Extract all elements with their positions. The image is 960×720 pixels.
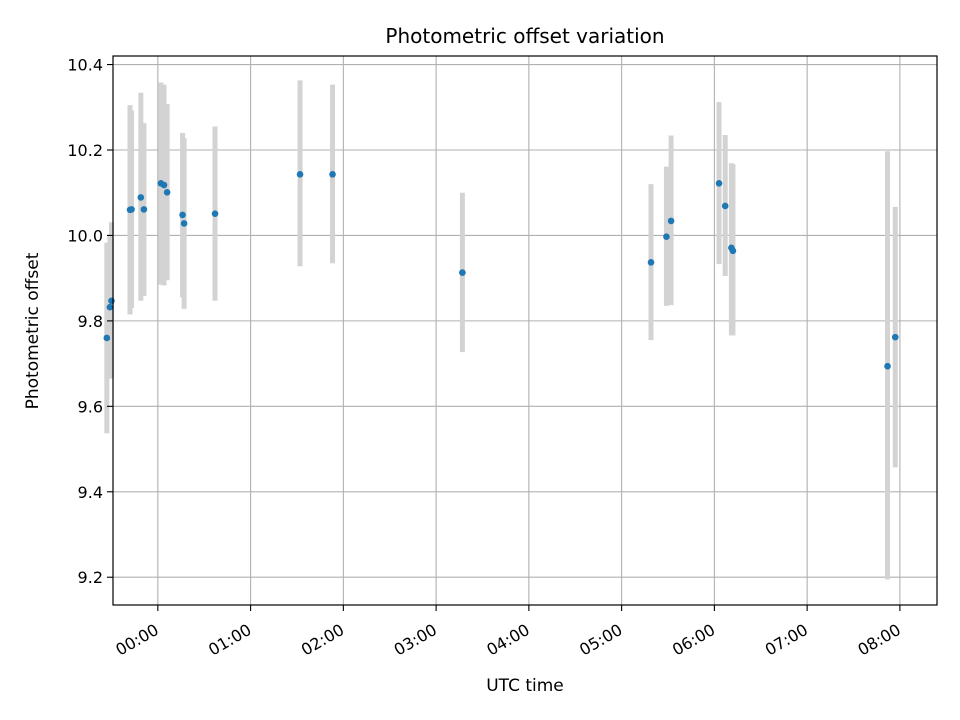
y-axis-title: Photometric offset xyxy=(23,252,43,409)
data-point xyxy=(140,206,148,213)
data-point xyxy=(729,247,737,255)
y-tick-label: 9.2 xyxy=(78,568,103,587)
data-point xyxy=(103,334,111,342)
y-tick-label: 10.0 xyxy=(67,226,103,245)
data-point xyxy=(647,259,655,266)
y-tick-label: 10.4 xyxy=(67,56,103,75)
y-tick-label: 9.8 xyxy=(78,312,103,331)
plot-frame xyxy=(112,55,938,606)
data-point xyxy=(106,303,114,311)
data-point xyxy=(721,202,729,210)
y-tick-label: 9.6 xyxy=(78,397,103,416)
data-point xyxy=(459,269,466,276)
data-point xyxy=(663,233,670,241)
data-point xyxy=(211,210,219,217)
point-layer xyxy=(103,171,899,370)
y-axis-ticks: 9.2 9.4 9.6 9.8 10.0 10.2 10.4 xyxy=(67,56,113,587)
data-point xyxy=(296,171,304,178)
y-tick-label: 9.4 xyxy=(78,483,103,502)
data-point xyxy=(884,362,891,370)
chart-title: Photometric offset variation xyxy=(385,24,664,48)
data-point xyxy=(715,180,723,187)
data-point xyxy=(329,171,336,178)
data-point xyxy=(179,211,186,219)
y-tick-label: 10.2 xyxy=(67,141,103,160)
data-point xyxy=(128,206,135,213)
grid-layer xyxy=(113,56,937,605)
data-point xyxy=(163,188,171,196)
data-point xyxy=(137,194,145,201)
data-point xyxy=(160,181,168,189)
data-point xyxy=(180,220,188,227)
data-point xyxy=(108,297,115,305)
x-axis-title: UTC time xyxy=(486,676,564,696)
data-point xyxy=(667,217,675,225)
data-point xyxy=(891,333,899,341)
